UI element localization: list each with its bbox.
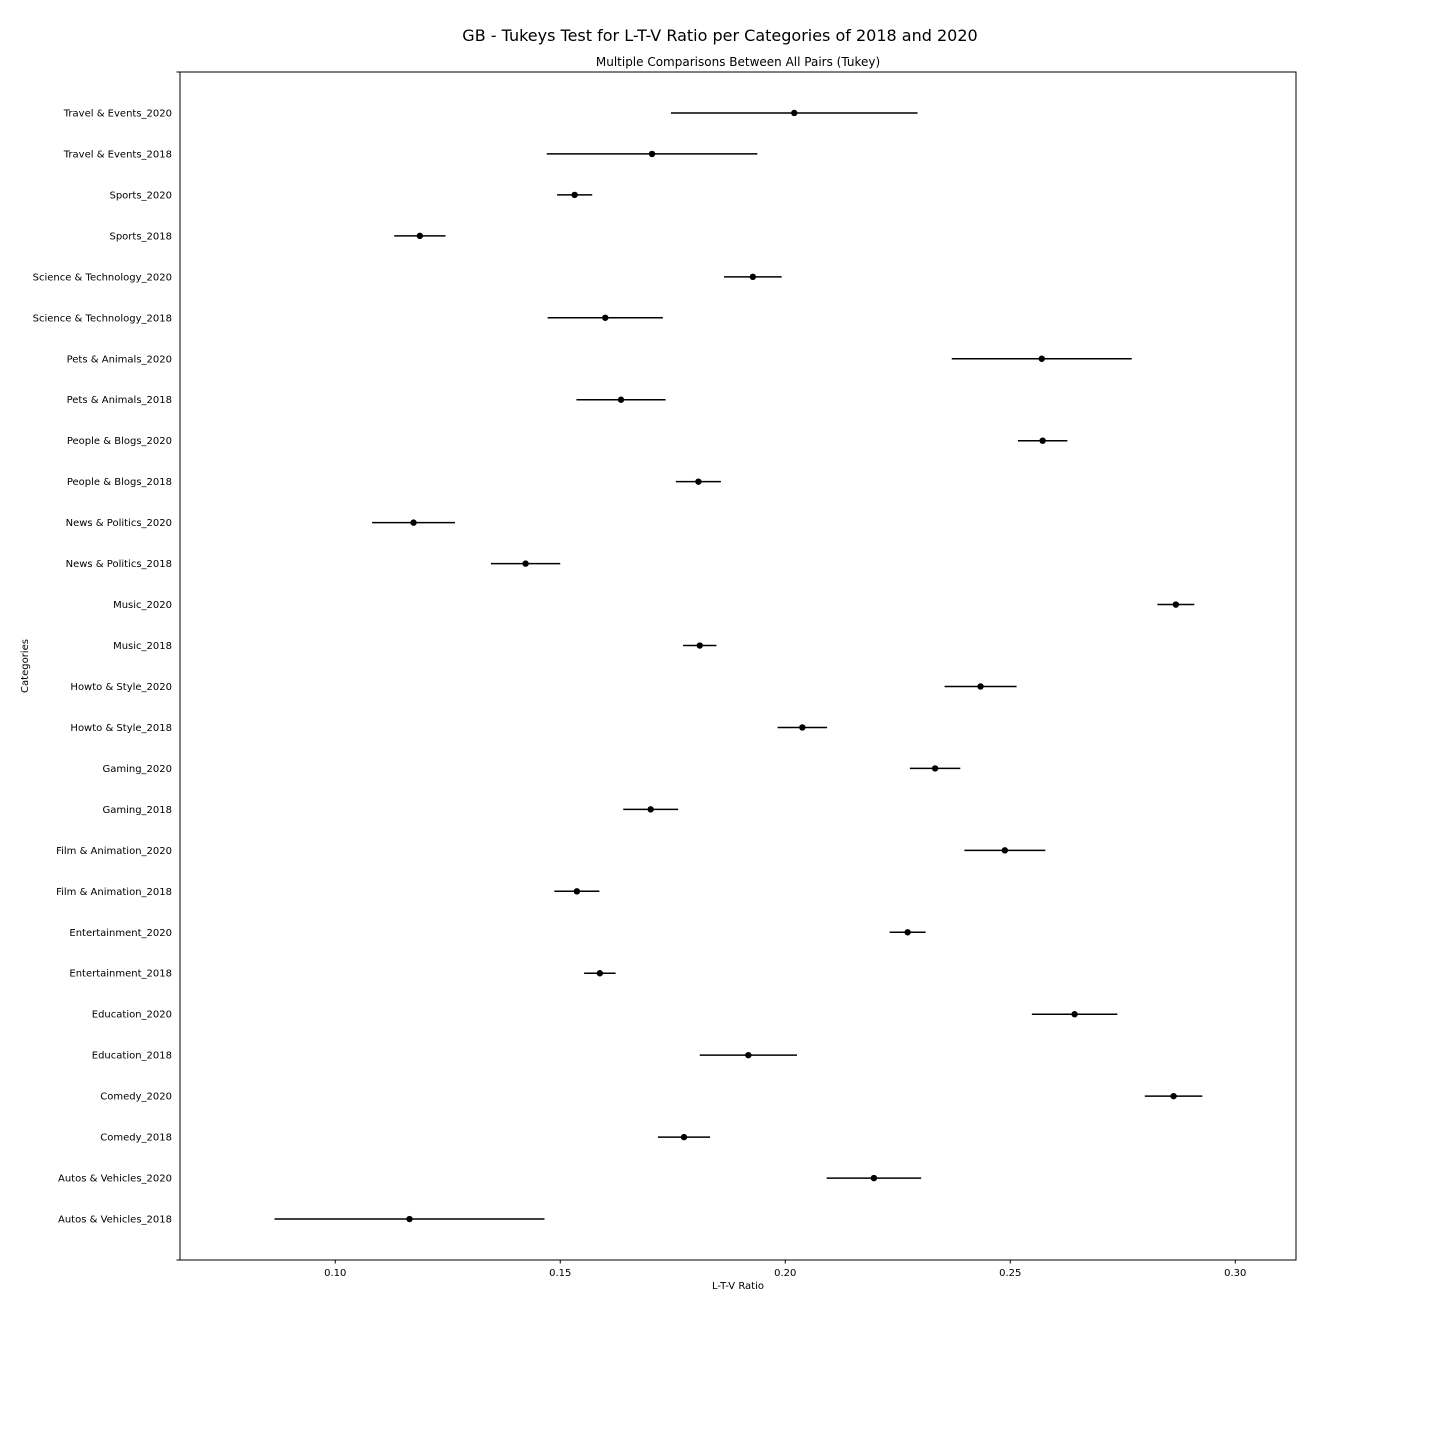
x-tick-label: 0.10 — [324, 1268, 346, 1279]
mean-point — [904, 929, 911, 936]
mean-point — [696, 642, 703, 649]
y-tick-label: Entertainment_2018 — [69, 969, 172, 980]
mean-point — [406, 1215, 413, 1223]
mean-point — [602, 314, 609, 321]
y-tick-label: Science & Technology_2018 — [33, 313, 172, 324]
y-tick-label: Travel & Events_2020 — [63, 108, 172, 119]
mean-point — [1038, 355, 1045, 362]
mean-point — [617, 396, 625, 403]
y-tick-label: Gaming_2020 — [102, 764, 172, 775]
x-axis-label: L-T-V Ratio — [712, 1281, 764, 1292]
mean-point — [410, 519, 417, 526]
y-tick-label: Comedy_2020 — [100, 1092, 172, 1103]
y-tick-label: Sports_2020 — [109, 190, 172, 201]
chart-title: GB - Tukeys Test for L-T-V Ratio per Cat… — [462, 26, 977, 45]
chart-subtitle: Multiple Comparisons Between All Pairs (… — [596, 55, 880, 69]
mean-point — [695, 478, 702, 485]
y-tick-label: People & Blogs_2020 — [67, 436, 172, 447]
mean-point — [522, 560, 529, 567]
y-tick-label: Pets & Animals_2020 — [67, 354, 172, 365]
y-tick-label: Gaming_2018 — [102, 805, 172, 816]
y-tick-label: News & Politics_2020 — [66, 518, 172, 529]
mean-point — [1001, 847, 1009, 854]
x-tick-label: 0.20 — [774, 1268, 796, 1279]
mean-point — [1039, 437, 1046, 444]
y-tick-label: Film & Animation_2018 — [56, 887, 172, 898]
mean-point — [791, 109, 798, 117]
mean-point — [799, 724, 806, 731]
x-tick-label: 0.30 — [1224, 1268, 1246, 1279]
mean-point — [571, 191, 578, 199]
y-tick-label: Education_2018 — [92, 1051, 172, 1062]
mean-point — [749, 273, 757, 281]
y-tick-label: Pets & Animals_2018 — [67, 395, 172, 406]
y-tick-label: Film & Animation_2020 — [56, 846, 172, 857]
x-axis: 0.10 0.15 0.20 0.25 0.30 — [324, 1260, 1246, 1279]
mean-point — [573, 888, 581, 895]
mean-point — [647, 806, 654, 813]
y-tick-label: People & Blogs_2018 — [67, 477, 172, 488]
x-tick-label: 0.15 — [549, 1268, 571, 1279]
y-tick-label: News & Politics_2018 — [66, 559, 172, 570]
y-tick-label: Music_2018 — [113, 641, 172, 652]
mean-point — [977, 683, 984, 690]
y-axis: Autos & Vehicles_2018 Autos & Vehicles_20… — [33, 71, 180, 1261]
y-tick-label: Sports_2018 — [109, 231, 172, 242]
plot-frame — [179, 71, 1297, 1261]
y-tick-label: Autos & Vehicles_2020 — [58, 1174, 172, 1185]
mean-point — [745, 1051, 752, 1059]
mean-point — [1170, 1092, 1177, 1100]
errorbar-marks — [274, 109, 1203, 1223]
mean-point — [1172, 601, 1180, 608]
mean-point — [648, 150, 656, 158]
y-tick-label: Comedy_2018 — [100, 1133, 172, 1144]
mean-point — [870, 1174, 878, 1182]
y-tick-label: Science & Technology_2020 — [33, 272, 172, 283]
y-tick-label: Howto & Style_2020 — [70, 682, 172, 693]
mean-point — [680, 1133, 688, 1141]
mean-point — [416, 232, 424, 240]
y-axis-label: Categories — [20, 639, 31, 693]
y-tick-label: Entertainment_2020 — [69, 928, 172, 939]
x-tick-label: 0.25 — [999, 1268, 1021, 1279]
mean-point — [1071, 1011, 1078, 1018]
y-tick-label: Travel & Events_2018 — [63, 149, 172, 160]
mean-point — [596, 970, 604, 977]
y-tick-label: Education_2020 — [92, 1010, 172, 1021]
y-tick-label: Autos & Vehicles_2018 — [58, 1215, 172, 1226]
mean-point — [931, 765, 939, 772]
y-tick-label: Howto & Style_2018 — [70, 723, 172, 734]
y-tick-label: Music_2020 — [113, 600, 172, 611]
